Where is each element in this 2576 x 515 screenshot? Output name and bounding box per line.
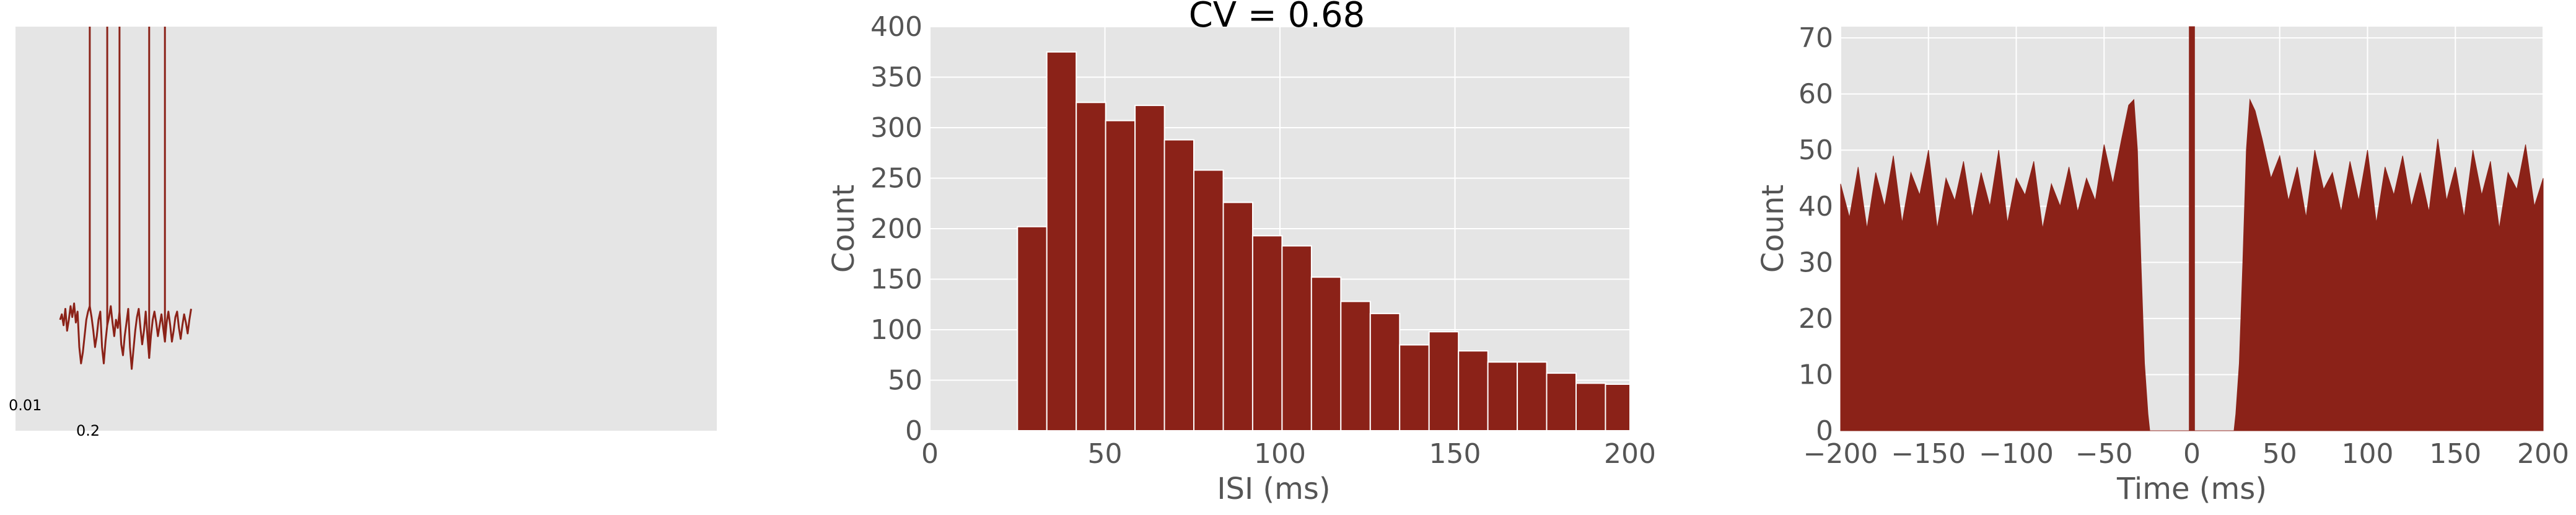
y-tick-label: 40: [1798, 191, 1833, 222]
autocorrelogram-area: [1840, 26, 2544, 431]
histogram-bar: [1605, 384, 1631, 431]
histogram-bar: [1017, 226, 1048, 431]
histogram-bar: [1046, 51, 1077, 432]
isi-histogram-y-axis-label: Count: [826, 185, 861, 273]
x-tick-label: 0: [921, 438, 939, 470]
y-tick-label: 100: [870, 314, 922, 346]
isi-histogram-panel: 0 50 100 150 200 0 50 100 150 200 250 300 350 400 CV …: [826, 0, 1656, 506]
autocorrelogram-panel: −200 −150 −100 −50 0 50 100 150 200 0 10 20 30 40 50 60…: [1756, 22, 2569, 506]
histogram-bar: [1310, 276, 1342, 432]
x-tick-label: 200: [1604, 438, 1656, 470]
y-tick-label: 50: [888, 365, 922, 397]
y-tick-label: 0: [905, 415, 922, 447]
autocorrelogram-y-axis-label: Count: [1756, 185, 1790, 273]
y-tick-label: 400: [870, 11, 922, 43]
y-tick-label: 20: [1798, 303, 1833, 335]
x-tick-label: 100: [1254, 438, 1306, 470]
isi-histogram-title: CV = 0.68: [1189, 0, 1365, 35]
histogram-bar: [1251, 235, 1283, 431]
histogram-bar: [1546, 372, 1577, 431]
histogram-bar: [1428, 331, 1460, 431]
y-tick-label: 70: [1798, 22, 1833, 54]
y-tick-label: 50: [1798, 134, 1833, 166]
histogram-bar: [1517, 361, 1548, 432]
y-tick-label: 10: [1798, 359, 1833, 390]
x-tick-label: 200: [2517, 438, 2569, 470]
x-tick-label: 50: [1088, 438, 1123, 470]
autocorrelogram-x-axis-label: Time (ms): [2116, 472, 2267, 506]
autocorrelogram-tick-labels: −200 −150 −100 −50 0 50 100 150 200 0 10 20 30 40 50 60…: [1798, 22, 2569, 470]
x-tick-label: −50: [2075, 438, 2133, 470]
histogram-bar: [1487, 361, 1518, 432]
histogram-bar: [1105, 120, 1136, 431]
y-tick-label: 150: [870, 264, 922, 296]
histogram-bar: [1193, 169, 1224, 431]
y-tick-label: 0: [1816, 415, 1833, 447]
y-tick-label: 300: [870, 112, 922, 144]
isi-histogram-tick-labels: 0 50 100 150 200 0 50 100 150 200 250 300 350 400: [870, 11, 1656, 470]
voltage-trace-panel: 0.01 0.2: [9, 27, 717, 439]
histogram-bar: [1575, 382, 1606, 432]
x-tick-label: −200: [1803, 438, 1878, 470]
histogram-bar: [1369, 312, 1401, 431]
voltage-trace-marks: [59, 27, 192, 370]
histogram-bar: [1163, 139, 1194, 431]
histogram-bar: [1076, 102, 1106, 432]
y-tick-label: 250: [870, 163, 922, 195]
voltage-trace-background: [15, 27, 717, 431]
histogram-bar: [1222, 201, 1253, 431]
histogram-bar: [1281, 245, 1312, 431]
x-tick-label: 100: [2342, 438, 2394, 470]
histogram-bar: [1399, 344, 1430, 431]
x-tick-label: 50: [2263, 438, 2297, 470]
histogram-bar: [1340, 301, 1371, 431]
y-tick-label: 200: [870, 213, 922, 245]
isi-histogram-x-axis-label: ISI (ms): [1217, 472, 1330, 506]
x-tick-label: 150: [1429, 438, 1481, 470]
x-tick-label: 0: [2183, 438, 2201, 470]
x-tick-label: −150: [1891, 438, 1966, 470]
y-tick-label: 60: [1798, 79, 1833, 110]
voltage-trace-line: [59, 302, 192, 370]
histogram-bar: [1134, 105, 1165, 432]
x-tick-label: 150: [2429, 438, 2481, 470]
x-tick-label: −100: [1979, 438, 2054, 470]
histogram-bar: [1458, 350, 1489, 432]
isi-histogram-bars: [1017, 51, 1631, 432]
scalebar-vertical-label: 0.01: [9, 397, 42, 414]
y-tick-label: 30: [1798, 247, 1833, 278]
y-tick-label: 350: [870, 62, 922, 94]
scalebar-horizontal-label: 0.2: [76, 422, 100, 439]
